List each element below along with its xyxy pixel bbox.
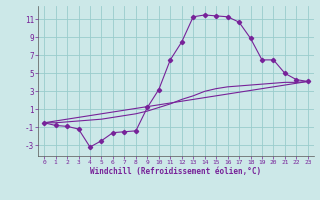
X-axis label: Windchill (Refroidissement éolien,°C): Windchill (Refroidissement éolien,°C) bbox=[91, 167, 261, 176]
